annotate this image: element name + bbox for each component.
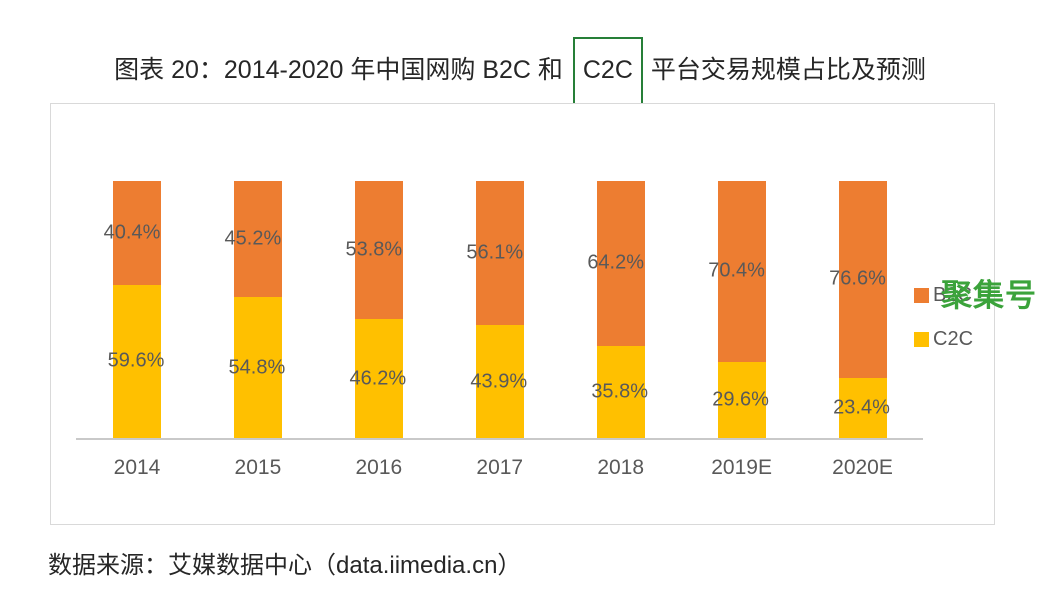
bar-segment-b2c-2018	[596, 181, 645, 346]
x-tick-2017: 2017	[476, 456, 524, 479]
data-label-c2c-2016: 46.2%	[349, 367, 407, 390]
bar-segment-c2c-2018	[596, 345, 645, 438]
legend-swatch-c2c-icon	[914, 332, 929, 347]
bar-segment-b2c-2014	[113, 181, 161, 285]
x-tick-2019E: 2019E	[711, 456, 772, 479]
data-label-c2c-2020E: 23.4%	[833, 396, 890, 419]
data-label-c2c-2017: 43.9%	[470, 370, 528, 393]
title-highlight-box: C2C	[572, 37, 643, 105]
x-tick-2016: 2016	[355, 456, 403, 479]
chart-frame: 40.4% 59.6% 2014 45.2% 54.8% 2015 53.8% 46.2% 20…	[50, 103, 995, 525]
bar-segment-b2c-2015	[233, 181, 282, 298]
page-title-prefix: 图表 20：2014-2020 年中国网购 B2C 和	[114, 56, 570, 84]
data-label-b2c-2015: 45.2%	[224, 227, 282, 250]
legend-label-b2c: B2C	[933, 284, 972, 306]
bar-segment-b2c-2016	[354, 181, 403, 320]
data-label-b2c-2017: 56.1%	[466, 241, 524, 264]
page-title-boxed-text: C2C	[582, 56, 633, 84]
bar-segment-c2c-2017	[475, 325, 524, 438]
bar-segment-c2c-2020E	[838, 377, 887, 438]
legend-swatch-b2c-icon	[914, 288, 929, 303]
legend-row-b2c: B2C	[914, 284, 973, 307]
data-label-c2c-2015: 54.8%	[228, 356, 286, 379]
x-tick-2018: 2018	[597, 456, 645, 479]
data-label-b2c-2018: 64.2%	[587, 251, 645, 274]
bar-segment-c2c-2016	[354, 319, 403, 438]
data-label-b2c-2020E: 76.6%	[829, 267, 886, 290]
x-tick-2020E: 2020E	[832, 456, 893, 479]
data-label-c2c-2019E: 29.6%	[712, 388, 769, 411]
data-label-b2c-2019E: 70.4%	[708, 259, 765, 282]
legend: B2C C2C	[914, 284, 973, 372]
data-label-c2c-2014: 59.6%	[107, 349, 165, 372]
bar-segment-b2c-2019E	[717, 181, 766, 362]
page-title-suffix: 平台交易规模占比及预测	[643, 56, 926, 84]
legend-row-c2c: C2C	[914, 328, 973, 351]
plot-area: 40.4% 59.6% 2014 45.2% 54.8% 2015 53.8% 46.2% 20…	[51, 104, 994, 524]
x-tick-2014: 2014	[113, 456, 161, 479]
data-label-b2c-2014: 40.4%	[103, 221, 161, 244]
bar-segment-c2c-2015	[233, 297, 282, 438]
x-axis-line	[76, 438, 923, 440]
watermark-text: 聚集号	[941, 278, 1037, 313]
page-title: 图表 20：2014-2020 年中国网购 B2C 和 C2C 平台交易规模占比…	[0, 37, 1040, 105]
bar-segment-c2c-2014	[113, 284, 161, 438]
x-tick-2015: 2015	[234, 456, 282, 479]
bar-segment-b2c-2020E	[838, 181, 887, 378]
bar-segment-b2c-2017	[475, 181, 524, 326]
source-note: 数据来源：艾媒数据中心（data.iimedia.cn）	[48, 552, 522, 579]
legend-label-c2c: C2C	[933, 328, 974, 350]
data-label-b2c-2016: 53.8%	[345, 238, 403, 261]
bar-segment-c2c-2019E	[717, 361, 766, 438]
data-label-c2c-2018: 35.8%	[591, 380, 649, 403]
